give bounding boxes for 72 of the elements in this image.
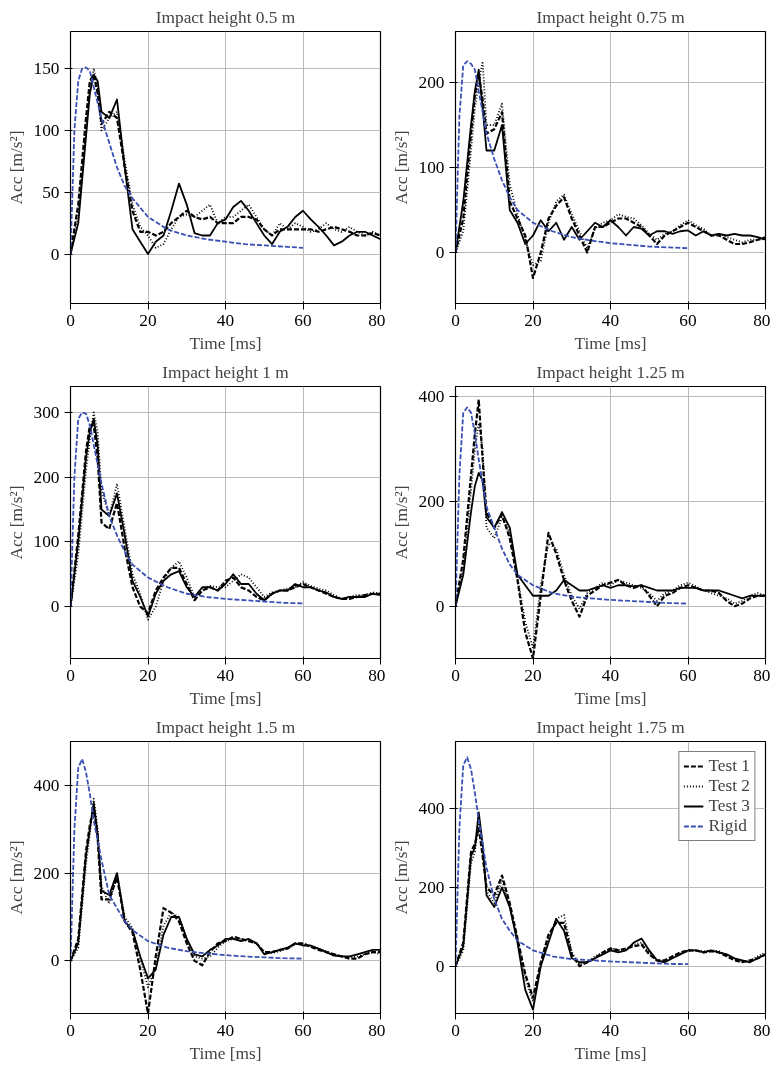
x-tick-label: 0 [451,1020,460,1040]
y-axis-title: Acc [m/s²] [6,485,26,560]
y-axis-title: Acc [m/s²] [6,130,26,205]
y-tick-label: 100 [33,120,60,140]
x-tick-label: 80 [368,1020,386,1040]
x-axis-title: Time [ms] [189,1043,262,1063]
x-tick-label: 40 [216,310,235,330]
y-axis-title: Acc [m/s²] [391,130,411,205]
y-tick-label: 200 [33,863,60,883]
y-tick-label: 50 [42,182,60,202]
chart-title: Impact height 0.5 m [155,7,296,27]
y-axis-title: Acc [m/s²] [391,485,411,560]
x-tick-label: 60 [294,1020,312,1040]
x-tick-label: 0 [66,665,75,685]
x-tick-label: 20 [139,1020,157,1040]
y-tick-label: 0 [435,956,445,976]
legend-label: Rigid [708,816,747,836]
y-tick-label: 0 [50,951,60,971]
legend-label: Test 3 [708,796,750,816]
y-axis-title: Acc [m/s²] [391,840,411,915]
y-tick-label: 400 [33,775,60,795]
y-tick-label: 300 [33,402,60,422]
x-tick-label: 80 [753,665,770,685]
x-tick-label: 40 [601,1020,620,1040]
x-axis-title: Time [ms] [574,333,647,353]
y-tick-label: 150 [33,59,60,79]
y-tick-label: 200 [33,467,60,487]
x-tick-label: 40 [216,1020,235,1040]
x-tick-label: 0 [451,310,460,330]
y-tick-label: 100 [418,158,445,177]
x-tick-label: 80 [753,310,770,330]
x-axis-title: Time [ms] [189,688,262,708]
x-tick-label: 0 [451,665,460,685]
x-tick-label: 60 [679,1020,697,1040]
legend-label: Test 1 [708,756,750,776]
x-tick-label: 20 [139,665,157,685]
chart-title: Impact height 1.25 m [536,362,686,382]
x-tick-label: 20 [524,310,542,330]
x-tick-label: 40 [216,665,235,685]
y-tick-label: 0 [50,597,60,617]
y-axis-title: Acc [m/s²] [6,840,26,915]
x-tick-label: 60 [294,665,312,685]
x-tick-label: 60 [679,310,697,330]
x-tick-label: 60 [294,310,312,330]
y-tick-label: 400 [418,387,445,407]
chart-title: Impact height 1.75 m [536,717,686,737]
chart-title: Impact height 1 m [162,362,290,382]
x-tick-label: 0 [66,1020,75,1040]
chart-title: Impact height 0.75 m [536,7,686,27]
x-tick-label: 20 [524,1020,542,1040]
chart-title: Impact height 1.5 m [155,717,296,737]
x-tick-label: 20 [139,310,157,330]
x-tick-label: 40 [601,665,620,685]
x-tick-label: 0 [66,310,75,330]
x-tick-label: 60 [679,665,697,685]
y-tick-label: 100 [33,532,60,552]
x-tick-label: 80 [368,310,386,330]
x-axis-title: Time [ms] [189,333,262,353]
y-tick-label: 0 [435,596,445,616]
x-tick-label: 80 [368,665,386,685]
x-tick-label: 20 [524,665,542,685]
legend-label: Test 2 [708,776,750,796]
y-tick-label: 0 [50,244,60,264]
y-tick-label: 400 [418,799,445,819]
x-axis-title: Time [ms] [574,688,647,708]
y-tick-label: 200 [418,492,445,512]
x-axis-title: Time [ms] [574,1043,647,1063]
x-tick-label: 80 [753,1020,770,1040]
y-tick-label: 200 [418,877,445,897]
y-tick-label: 0 [435,243,445,262]
y-tick-label: 200 [418,73,445,92]
x-tick-label: 40 [601,310,620,330]
